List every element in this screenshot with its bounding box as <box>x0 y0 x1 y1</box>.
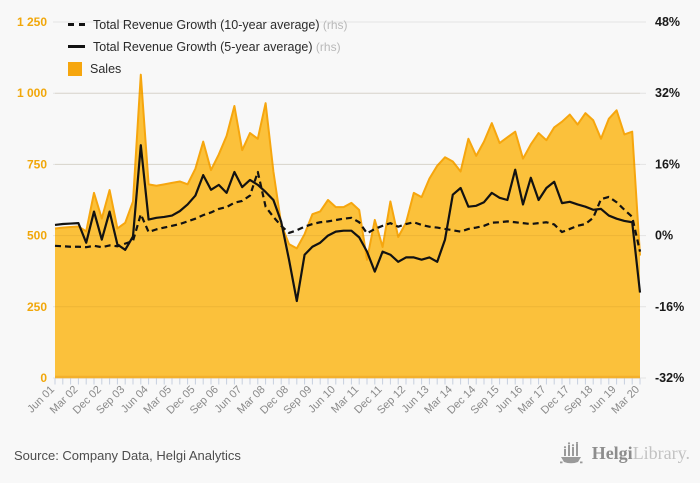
solid-line-icon <box>68 45 85 48</box>
right-axis-label: 16% <box>655 157 680 171</box>
legend-label-5y: Total Revenue Growth (5-year average) <box>93 39 313 54</box>
legend-label-10y: Total Revenue Growth (10-year average) <box>93 17 320 32</box>
growth-10y-line <box>54 170 642 252</box>
right-axis-label: -16% <box>655 300 684 314</box>
dashed-line-icon <box>68 23 85 26</box>
legend-item-sales: Sales <box>68 60 348 77</box>
right-axis-label: 48% <box>655 15 680 29</box>
left-axis-label: 750 <box>27 157 47 171</box>
legend-label-sales: Sales <box>90 61 122 76</box>
source-note: Source: Company Data, Helgi Analytics <box>14 448 241 463</box>
ship-bar-chart-icon <box>559 442 583 464</box>
legend-suffix-10y: (rhs) <box>322 17 348 32</box>
sales-area <box>55 74 640 379</box>
footer: Source: Company Data, Helgi Analytics <box>0 432 700 483</box>
left-axis-label: 500 <box>27 229 47 243</box>
left-axis-label: 1 250 <box>17 15 47 29</box>
right-axis-label: -32% <box>655 371 684 385</box>
legend-item-10y: Total Revenue Growth (10-year average) (… <box>68 16 348 33</box>
left-axis-label: 1 000 <box>17 86 47 100</box>
sales-area-edge <box>54 73 641 261</box>
left-axis-label: 250 <box>27 300 47 314</box>
logo-wordmark: HelgiLibrary. <box>591 442 690 463</box>
right-axis-label: 32% <box>655 86 680 100</box>
right-axis-label: 0% <box>655 229 673 243</box>
growth-5y-line <box>54 144 642 303</box>
helgi-library-logo: HelgiLibrary. <box>559 442 690 464</box>
legend: Total Revenue Growth (10-year average) (… <box>68 16 348 77</box>
legend-suffix-5y: (rhs) <box>315 39 341 54</box>
left-axis-label: 0 <box>40 371 47 385</box>
legend-item-5y: Total Revenue Growth (5-year average) (r… <box>68 38 348 55</box>
sales-swatch-icon <box>68 61 82 76</box>
